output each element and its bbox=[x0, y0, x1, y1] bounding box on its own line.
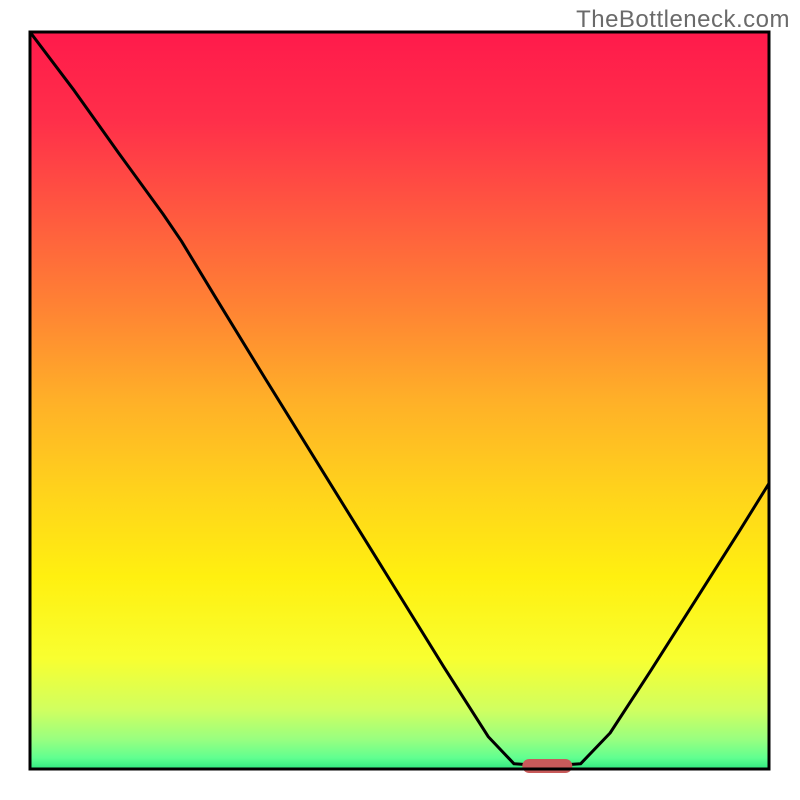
bottleneck-chart bbox=[0, 0, 800, 800]
optimum-marker bbox=[522, 759, 572, 773]
